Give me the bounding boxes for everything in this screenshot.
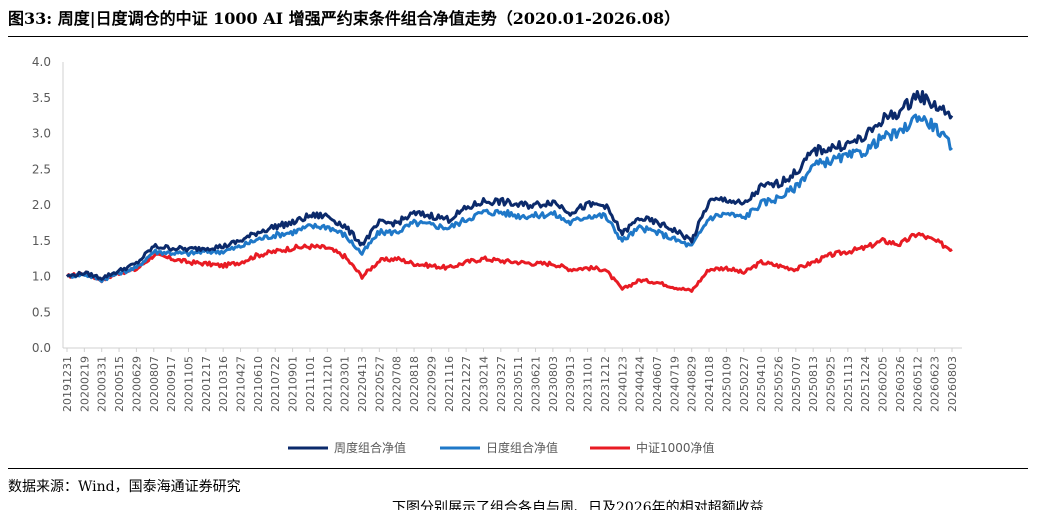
x-tick-label: 20260326 bbox=[894, 356, 907, 412]
x-tick-label: 20221116 bbox=[443, 356, 456, 412]
x-tick-label: 20210427 bbox=[235, 356, 248, 412]
x-tick-label: 20250227 bbox=[738, 356, 751, 412]
x-tick-label: 20240123 bbox=[616, 356, 629, 412]
x-tick-label: 20220708 bbox=[391, 356, 404, 412]
y-tick-label: 1.0 bbox=[32, 270, 51, 284]
y-tick-label: 2.5 bbox=[32, 162, 51, 176]
x-tick-label: 20200807 bbox=[148, 356, 161, 412]
y-tick-label: 0.5 bbox=[32, 305, 51, 319]
legend-label: 中证1000净值 bbox=[636, 440, 715, 455]
x-tick-label: 20211101 bbox=[304, 356, 317, 412]
x-tick-label: 20250526 bbox=[772, 356, 785, 412]
x-tick-label: 20260512 bbox=[911, 356, 924, 412]
x-tick-label: 20250410 bbox=[755, 356, 768, 412]
x-tick-label: 20200331 bbox=[96, 356, 109, 412]
y-tick-label: 2.0 bbox=[32, 198, 51, 212]
series-line bbox=[66, 113, 953, 283]
x-tick-label: 20220301 bbox=[339, 356, 352, 412]
x-tick-label: 20191231 bbox=[61, 356, 74, 412]
y-axis: 0.0 0.5 1.0 1.5 2.0 2.5 3.0 3.5 4.0 bbox=[32, 55, 64, 355]
x-tick-label: 20220818 bbox=[408, 356, 421, 412]
x-tick-label: 20210722 bbox=[269, 356, 282, 412]
x-tick-label: 20240424 bbox=[634, 356, 647, 412]
x-tick-label: 20201217 bbox=[200, 356, 213, 412]
source-note: 数据来源：Wind，国泰海通证券研究 bbox=[8, 479, 241, 495]
x-tick-label: 20260205 bbox=[877, 356, 890, 412]
x-tick-label: 20201105 bbox=[182, 356, 195, 412]
x-tick-label: 20210610 bbox=[252, 356, 265, 412]
x-tick-label: 20260623 bbox=[929, 356, 942, 412]
y-tick-label: 3.0 bbox=[32, 127, 51, 141]
x-tick-label: 20251113 bbox=[842, 356, 855, 412]
series-lines bbox=[65, 90, 954, 293]
x-tick-label: 20250707 bbox=[790, 356, 803, 412]
x-tick-label: 20230511 bbox=[512, 356, 525, 412]
x-tick-label: 20231212 bbox=[599, 356, 612, 412]
legend-label: 日度组合净值 bbox=[486, 440, 558, 455]
x-tick-label: 20230214 bbox=[477, 356, 490, 412]
x-tick-label: 20240829 bbox=[686, 356, 699, 412]
x-tick-label: 20200629 bbox=[130, 356, 143, 412]
x-tick-label: 20260803 bbox=[946, 356, 959, 412]
y-tick-label: 0.0 bbox=[32, 341, 51, 355]
y-tick-label: 3.5 bbox=[32, 91, 51, 105]
source-rule bbox=[8, 468, 1028, 469]
x-tick-label: 20211210 bbox=[321, 356, 334, 412]
x-tick-label: 20220413 bbox=[356, 356, 369, 412]
x-tick-label: 20231101 bbox=[582, 356, 595, 412]
series-line bbox=[65, 231, 953, 293]
x-tick-label: 20230621 bbox=[530, 356, 543, 412]
y-tick-label: 4.0 bbox=[32, 55, 51, 69]
x-tick-label: 20230327 bbox=[495, 356, 508, 412]
x-axis: 20191231 20200219 20200331 20200515 20200629… bbox=[61, 347, 962, 412]
legend-label: 周度组合净值 bbox=[334, 440, 406, 455]
x-tick-label: 20241018 bbox=[703, 356, 716, 412]
x-tick-label: 20210901 bbox=[287, 356, 300, 412]
y-tick-label: 1.5 bbox=[32, 234, 51, 248]
x-tick-label: 20230803 bbox=[547, 356, 560, 412]
x-tick-label: 20200917 bbox=[165, 356, 178, 412]
x-tick-label: 20200219 bbox=[78, 356, 91, 412]
x-tick-label: 20250813 bbox=[807, 356, 820, 412]
x-tick-label: 20221227 bbox=[460, 356, 473, 412]
trailing-body-text: 下图分别展示了组合各自与周、日及2026年的相对超额收益 bbox=[392, 500, 764, 510]
x-tick-label: 20220527 bbox=[373, 356, 386, 412]
x-tick-label: 20250925 bbox=[825, 356, 838, 412]
line-chart: 0.0 0.5 1.0 1.5 2.0 2.5 3.0 3.5 4.0 20191231 2020… bbox=[32, 55, 962, 455]
x-tick-label: 20230913 bbox=[564, 356, 577, 412]
figure-title: 图33: 周度|日度调仓的中证 1000 AI 增强严约束条件组合净值走势（20… bbox=[8, 9, 681, 28]
legend: 周度组合净值 日度组合净值 中证1000净值 bbox=[288, 440, 715, 455]
x-tick-label: 20210316 bbox=[217, 356, 230, 412]
x-tick-label: 20250109 bbox=[720, 356, 733, 412]
x-tick-label: 20240719 bbox=[668, 356, 681, 412]
x-tick-label: 20200515 bbox=[113, 356, 126, 412]
title-rule bbox=[8, 36, 1028, 37]
x-tick-label: 20251224 bbox=[859, 356, 872, 412]
series-line bbox=[66, 90, 954, 281]
x-tick-label: 20220929 bbox=[425, 356, 438, 412]
x-tick-label: 20240607 bbox=[651, 356, 664, 412]
